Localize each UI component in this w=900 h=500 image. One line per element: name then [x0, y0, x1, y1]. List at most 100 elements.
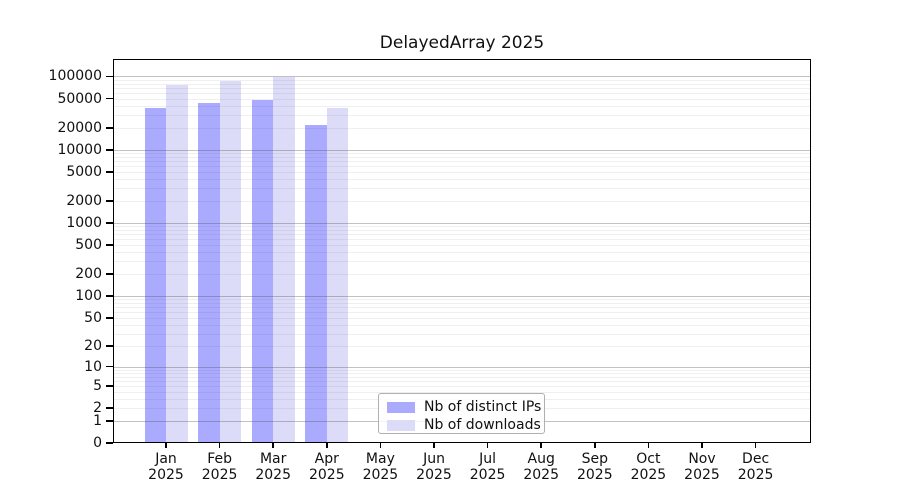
- minor-gridline: [113, 234, 811, 236]
- minor-gridline: [113, 324, 811, 326]
- minor-gridline: [113, 114, 811, 116]
- legend-label-distinct-ips: Nb of distinct IPs: [424, 399, 542, 415]
- x-tick-label-nov: Nov 2025: [684, 451, 720, 483]
- minor-gridline: [113, 369, 811, 371]
- y-tick-label: 5: [93, 377, 102, 394]
- y-tick-mark: [106, 148, 113, 151]
- y-tick-mark: [106, 407, 113, 409]
- y-tick-label: 1: [93, 412, 102, 429]
- minor-gridline: [113, 105, 811, 107]
- x-tick-label-mar: Mar 2025: [255, 451, 291, 483]
- minor-gridline: [113, 87, 811, 89]
- minor-gridline: [113, 252, 811, 254]
- minor-gridline: [113, 239, 811, 241]
- major-gridline: [113, 223, 811, 225]
- minor-gridline: [113, 274, 811, 276]
- bar-nb-of-downloads-feb: [219, 81, 242, 443]
- x-tick-label-oct: Oct 2025: [630, 451, 667, 483]
- x-tick-mark: [540, 443, 542, 448]
- minor-gridline: [113, 230, 811, 232]
- x-tick-mark: [433, 443, 435, 448]
- minor-gridline: [113, 79, 811, 81]
- major-gridline: [113, 76, 811, 78]
- legend: Nb of distinct IPs Nb of downloads: [378, 393, 545, 434]
- x-tick-label-feb: Feb 2025: [201, 451, 238, 483]
- y-tick-mark: [106, 317, 113, 319]
- minor-gridline: [113, 299, 811, 301]
- minor-gridline: [113, 376, 811, 378]
- y-tick-label: 1000: [66, 215, 102, 232]
- x-tick-label-jul: Jul 2025: [469, 451, 506, 483]
- minor-gridline: [113, 166, 811, 168]
- x-tick-label-jan: Jan 2025: [148, 451, 184, 483]
- minor-gridline: [113, 153, 811, 155]
- x-tick-mark: [272, 443, 274, 448]
- y-tick-mark: [106, 345, 113, 347]
- y-tick-label: 20: [84, 338, 102, 355]
- x-tick-mark: [486, 443, 489, 448]
- y-tick-label: 500: [75, 237, 102, 254]
- legend-item-downloads: Nb of downloads: [387, 418, 541, 433]
- bar-nb-of-distinct-ips-mar: [251, 100, 274, 443]
- bar-nb-of-distinct-ips-jan: [144, 107, 166, 443]
- minor-gridline: [113, 317, 811, 319]
- minor-gridline: [113, 226, 811, 228]
- y-tick-label: 2000: [66, 193, 102, 210]
- minor-gridline: [113, 373, 811, 375]
- major-gridline: [113, 296, 811, 298]
- y-tick-mark: [106, 97, 113, 100]
- x-tick-mark: [647, 443, 650, 448]
- x-tick-mark: [754, 443, 757, 448]
- minor-gridline: [113, 98, 811, 100]
- minor-gridline: [113, 161, 811, 163]
- y-tick-mark: [106, 420, 113, 422]
- y-tick-label: 50000: [57, 90, 102, 107]
- y-tick-mark: [106, 75, 113, 78]
- y-tick-mark: [106, 273, 113, 275]
- major-gridline: [113, 149, 811, 151]
- legend-swatch-distinct-ips: [387, 402, 415, 413]
- minor-gridline: [113, 83, 811, 85]
- y-tick-mark: [106, 200, 113, 202]
- x-tick-label-may: May 2025: [362, 451, 399, 483]
- y-tick-mark: [106, 365, 113, 368]
- y-tick-mark: [106, 295, 113, 297]
- minor-gridline: [113, 245, 811, 247]
- minor-gridline: [113, 346, 811, 348]
- legend-label-downloads: Nb of downloads: [424, 417, 541, 433]
- major-gridline: [113, 366, 811, 368]
- y-tick-mark: [106, 222, 113, 224]
- y-tick-mark: [106, 244, 113, 246]
- minor-gridline: [113, 312, 811, 314]
- x-tick-mark: [701, 443, 703, 448]
- minor-gridline: [113, 333, 811, 335]
- minor-gridline: [113, 391, 811, 393]
- minor-gridline: [113, 201, 811, 203]
- y-tick-mark: [106, 126, 113, 129]
- chart-title: DelayedArray 2025: [379, 33, 545, 53]
- y-tick-label: 10000: [57, 141, 102, 158]
- y-tick-label: 2: [93, 400, 102, 417]
- x-tick-label-aug: Aug 2025: [523, 451, 559, 483]
- x-tick-mark: [594, 443, 596, 448]
- minor-gridline: [113, 171, 811, 173]
- x-tick-label-dec: Dec 2025: [737, 451, 774, 483]
- y-tick-mark: [106, 442, 113, 444]
- y-tick-label: 100000: [48, 68, 102, 85]
- minor-gridline: [113, 381, 811, 383]
- y-tick-label: 50: [84, 309, 102, 326]
- bar-nb-of-distinct-ips-feb: [198, 103, 220, 443]
- x-tick-label-sep: Sep 2025: [576, 451, 613, 483]
- bar-nb-of-downloads-mar: [273, 77, 295, 443]
- minor-gridline: [113, 127, 811, 129]
- y-tick-label: 200: [75, 266, 102, 283]
- y-tick-mark: [106, 385, 113, 387]
- bar-nb-of-downloads-apr: [326, 107, 349, 443]
- x-tick-mark: [379, 443, 382, 448]
- minor-gridline: [113, 156, 811, 158]
- minor-gridline: [113, 188, 811, 190]
- x-tick-mark: [218, 443, 221, 448]
- y-tick-label: 5000: [66, 163, 102, 180]
- minor-gridline: [113, 303, 811, 305]
